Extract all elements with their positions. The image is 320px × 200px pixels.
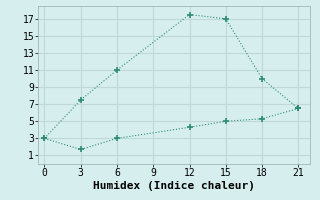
X-axis label: Humidex (Indice chaleur): Humidex (Indice chaleur) (93, 181, 255, 191)
